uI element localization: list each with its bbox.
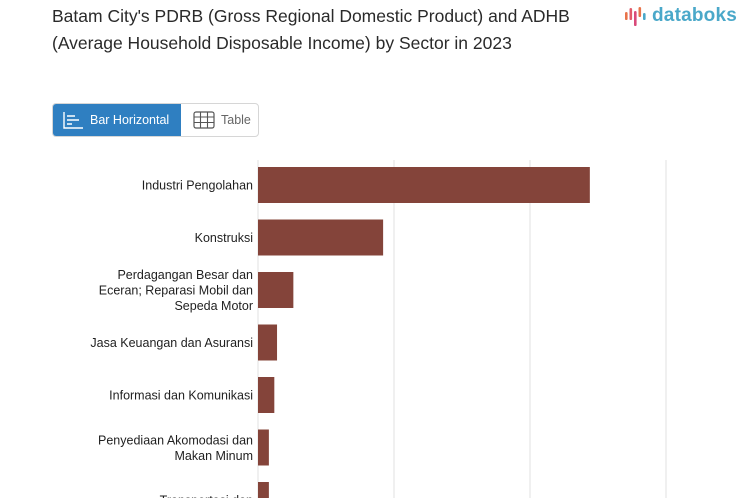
bar-5[interactable] bbox=[258, 429, 269, 466]
category-label-line: Konstruksi bbox=[195, 231, 253, 245]
category-label-line: Industri Pengolahan bbox=[142, 179, 253, 193]
bar-1[interactable] bbox=[258, 219, 384, 256]
category-label-line: Perdagangan Besar dan bbox=[117, 268, 253, 282]
bar-horizontal-label: Bar Horizontal bbox=[90, 113, 170, 127]
category-label-1: Konstruksi bbox=[195, 231, 253, 245]
bar-2[interactable] bbox=[258, 272, 294, 308]
table-label: Table bbox=[221, 113, 251, 127]
databoks-logo[interactable]: databoks bbox=[624, 5, 737, 27]
view-toggle: Bar Horizontal Table bbox=[52, 103, 259, 137]
bar-0[interactable] bbox=[258, 167, 590, 203]
category-label-line: Penyediaan Akomodasi dan bbox=[98, 433, 253, 447]
category-label-6: Transportasi dan bbox=[160, 494, 253, 498]
category-label-5: Penyediaan Akomodasi dan Makan Minum bbox=[98, 433, 253, 463]
category-label-0: Industri Pengolahan bbox=[142, 179, 253, 193]
category-label-line: Informasi dan Komunikasi bbox=[109, 389, 253, 403]
category-label-3: Jasa Keuangan dan Asuransi bbox=[90, 336, 253, 350]
category-label-2: Perdagangan Besar dan Eceran; Reparasi Mo… bbox=[99, 268, 253, 313]
bar-4[interactable] bbox=[258, 377, 275, 413]
databoks-bars-logo-icon bbox=[625, 7, 646, 26]
bar-horizontal-tab[interactable]: Bar Horizontal bbox=[53, 104, 181, 136]
chart-title: Batam City's PDRB (Gross Regional Domest… bbox=[52, 6, 570, 53]
category-label-line: Jasa Keuangan dan Asuransi bbox=[90, 336, 253, 350]
category-label-4: Informasi dan Komunikasi bbox=[109, 389, 253, 403]
category-label-line: Eceran; Reparasi Mobil dan bbox=[99, 284, 253, 298]
bar-6[interactable] bbox=[258, 482, 269, 498]
category-label-line: Sepeda Motor bbox=[174, 299, 253, 313]
bar-horizontal-icon bbox=[63, 112, 83, 129]
logo-text: databoks bbox=[652, 5, 738, 26]
table-tab[interactable]: Table bbox=[181, 104, 258, 136]
category-label-line: Transportasi dan bbox=[160, 494, 253, 498]
bar-3[interactable] bbox=[258, 324, 278, 361]
category-label-line: Makan Minum bbox=[175, 449, 254, 463]
table-grid-icon bbox=[193, 111, 215, 129]
bar-chart: Industri Pengolahan Konstruksi Perdagangan… bbox=[90, 160, 667, 498]
